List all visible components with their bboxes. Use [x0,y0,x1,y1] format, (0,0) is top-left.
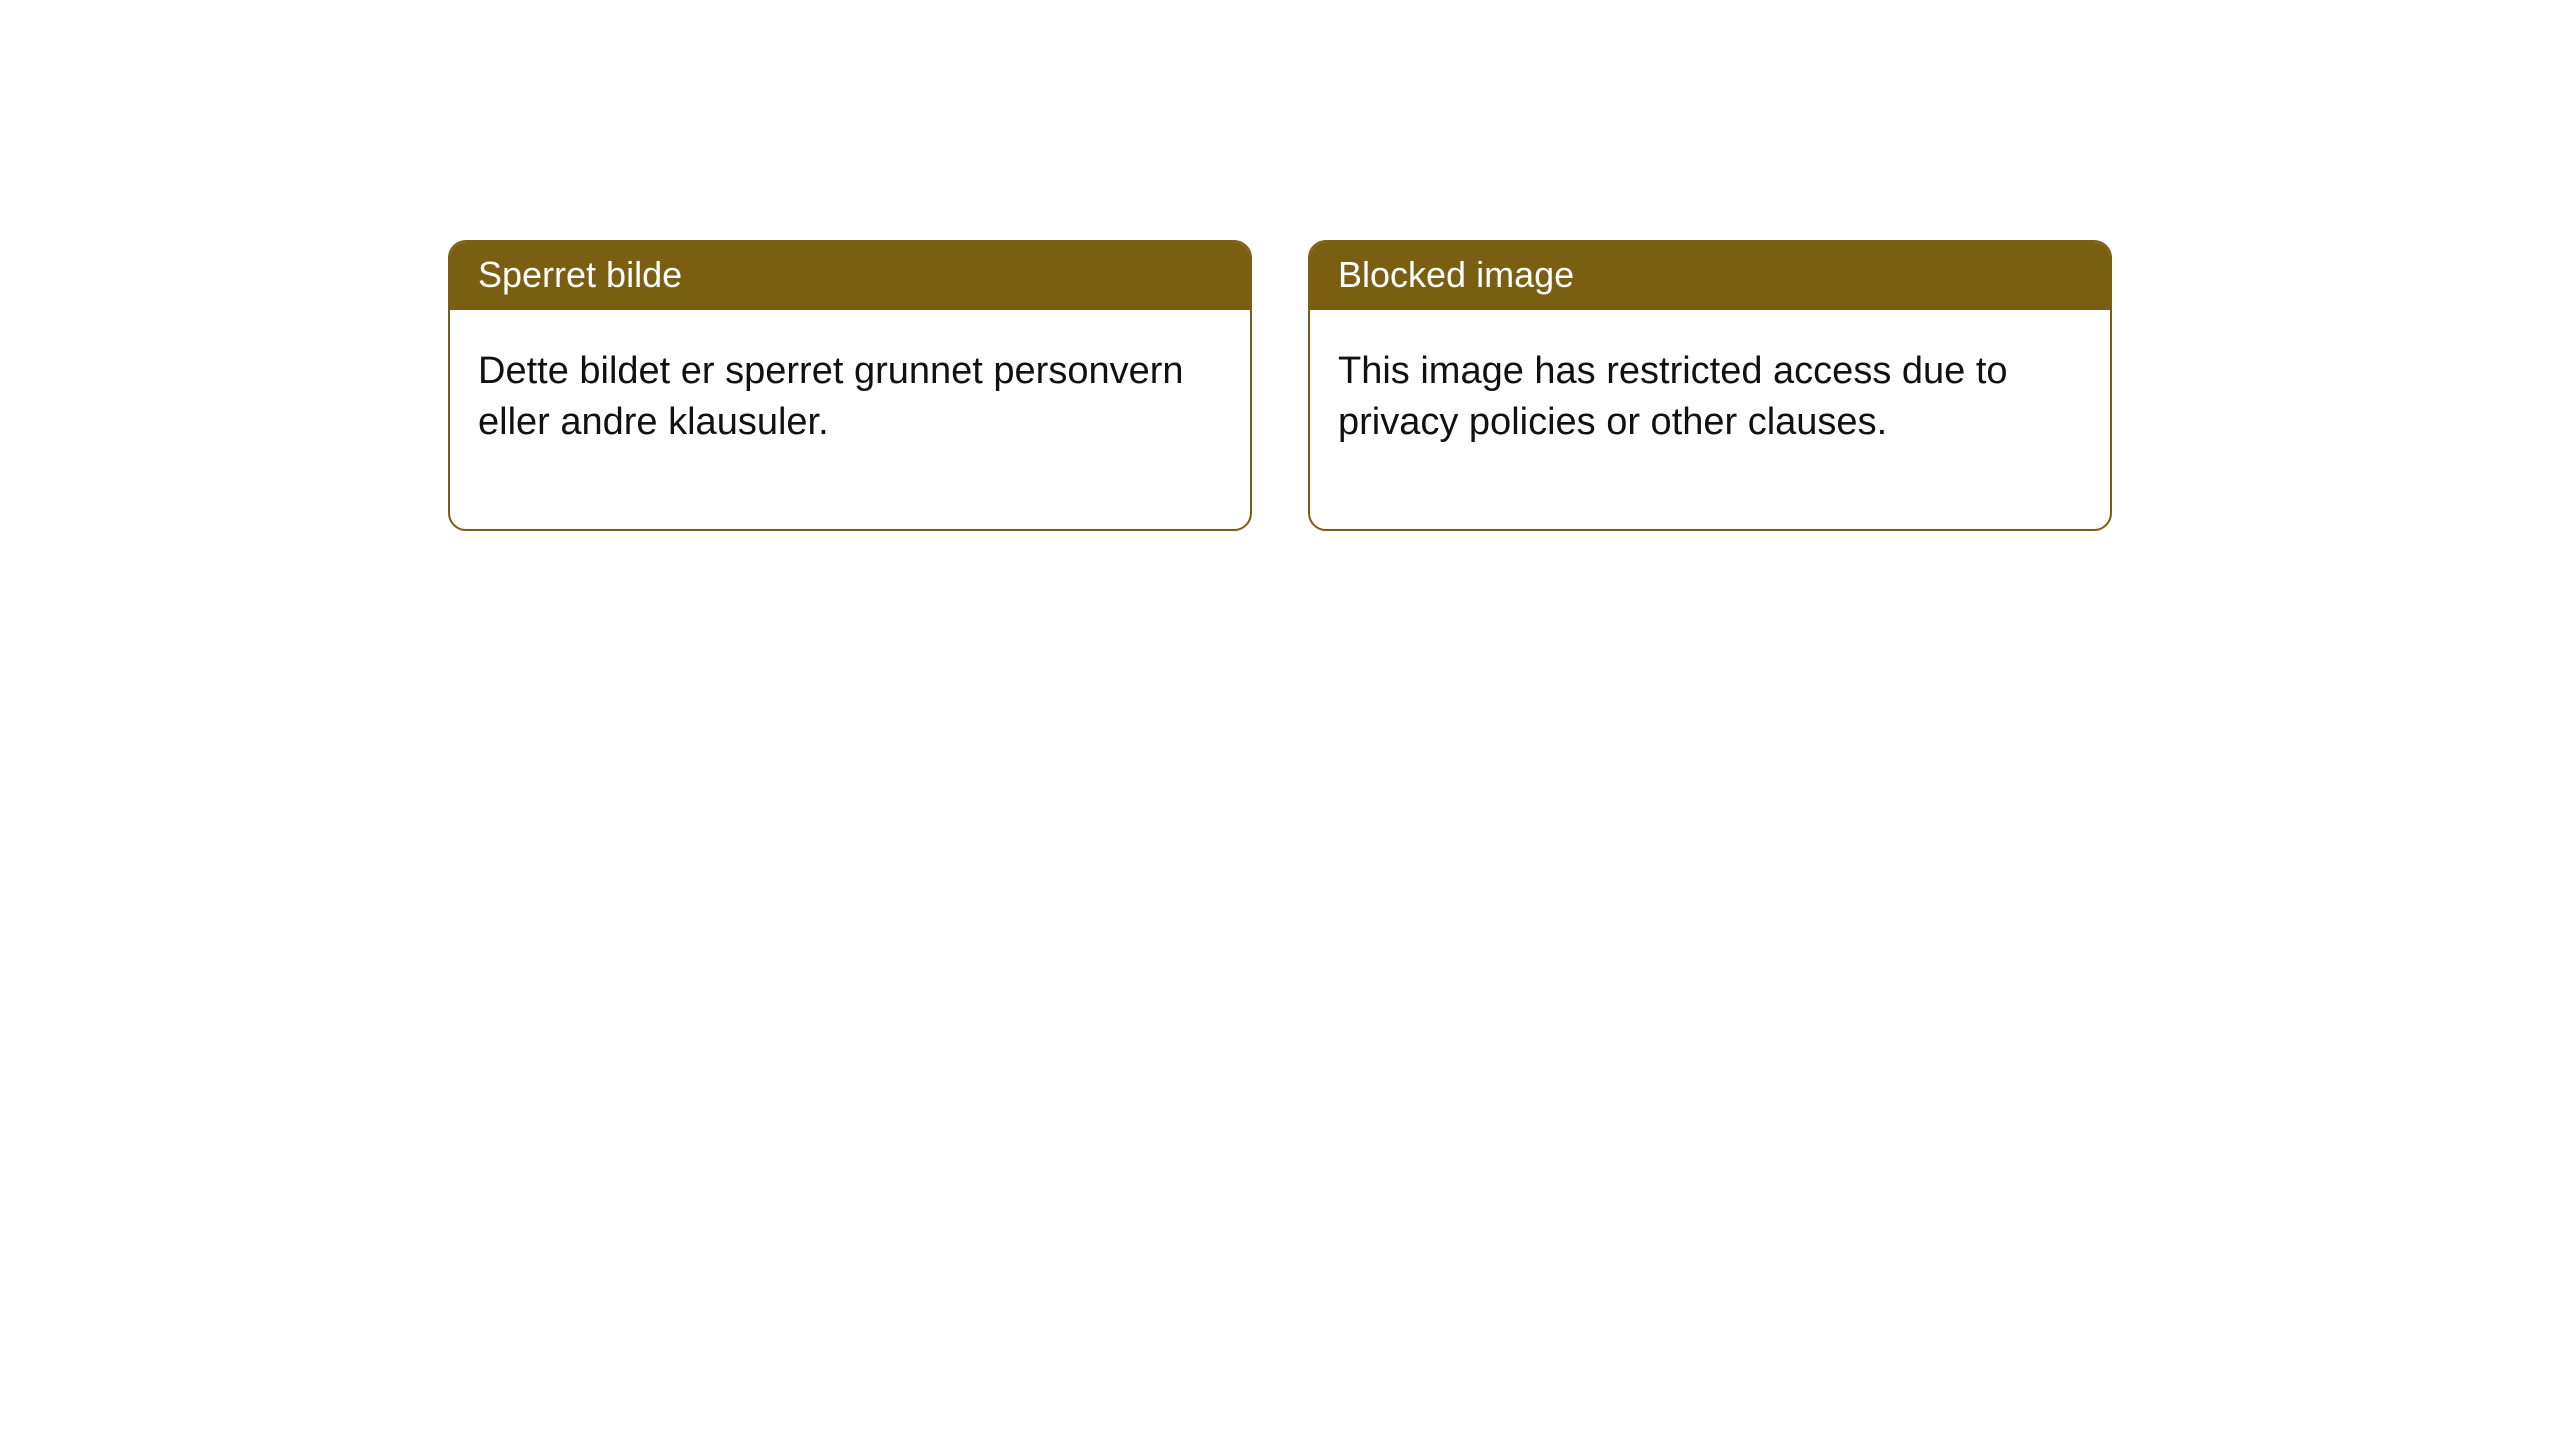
notice-box-en: Blocked image This image has restricted … [1308,240,2112,531]
notice-body-no: Dette bildet er sperret grunnet personve… [450,310,1250,529]
notice-title-no: Sperret bilde [450,242,1250,310]
notice-body-en: This image has restricted access due to … [1310,310,2110,529]
notice-container: Sperret bilde Dette bildet er sperret gr… [448,240,2112,531]
notice-title-en: Blocked image [1310,242,2110,310]
notice-box-no: Sperret bilde Dette bildet er sperret gr… [448,240,1252,531]
